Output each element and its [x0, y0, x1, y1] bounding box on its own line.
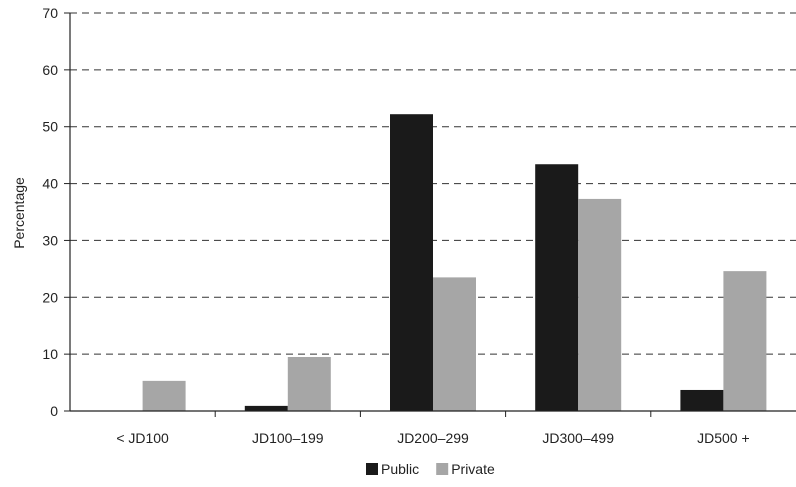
legend: Public Private	[366, 461, 495, 477]
legend-label-public: Public	[381, 461, 419, 477]
y-tick-label: 20	[42, 289, 58, 305]
y-tick-label: 60	[42, 62, 58, 78]
y-tick-label: 50	[42, 119, 58, 135]
bar-public	[680, 389, 724, 411]
x-tick-label: JD300–499	[542, 430, 614, 446]
bar-private	[433, 277, 476, 411]
y-tick-label: 10	[42, 346, 58, 362]
x-axis-ticks: < JD100 JD100–199 JD200–299 JD300–499 JD500 …	[116, 411, 750, 446]
bar-private	[142, 380, 186, 411]
y-axis-ticks: 0 10 20 30 40 50 60 70	[42, 5, 70, 419]
legend-swatch-public	[366, 463, 378, 475]
x-tick-label: < JD100	[116, 430, 169, 446]
x-tick-label: JD200–299	[397, 430, 469, 446]
bar-private	[723, 271, 767, 411]
bar-public	[390, 114, 433, 411]
y-tick-label: 40	[42, 176, 58, 192]
bar-private	[578, 198, 622, 411]
bars	[142, 114, 767, 411]
bar-public	[535, 164, 579, 411]
legend-label-private: Private	[451, 461, 495, 477]
axes	[69, 13, 796, 412]
x-tick-label: JD100–199	[252, 430, 324, 446]
bar-private	[287, 356, 331, 411]
y-tick-label: 0	[50, 403, 58, 419]
bar-public	[244, 405, 288, 411]
y-tick-label: 30	[42, 232, 58, 248]
legend-swatch-private	[436, 463, 449, 475]
y-axis-title: Percentage	[11, 177, 27, 249]
x-tick-label: JD500 +	[697, 430, 750, 446]
y-tick-label: 70	[42, 5, 58, 21]
